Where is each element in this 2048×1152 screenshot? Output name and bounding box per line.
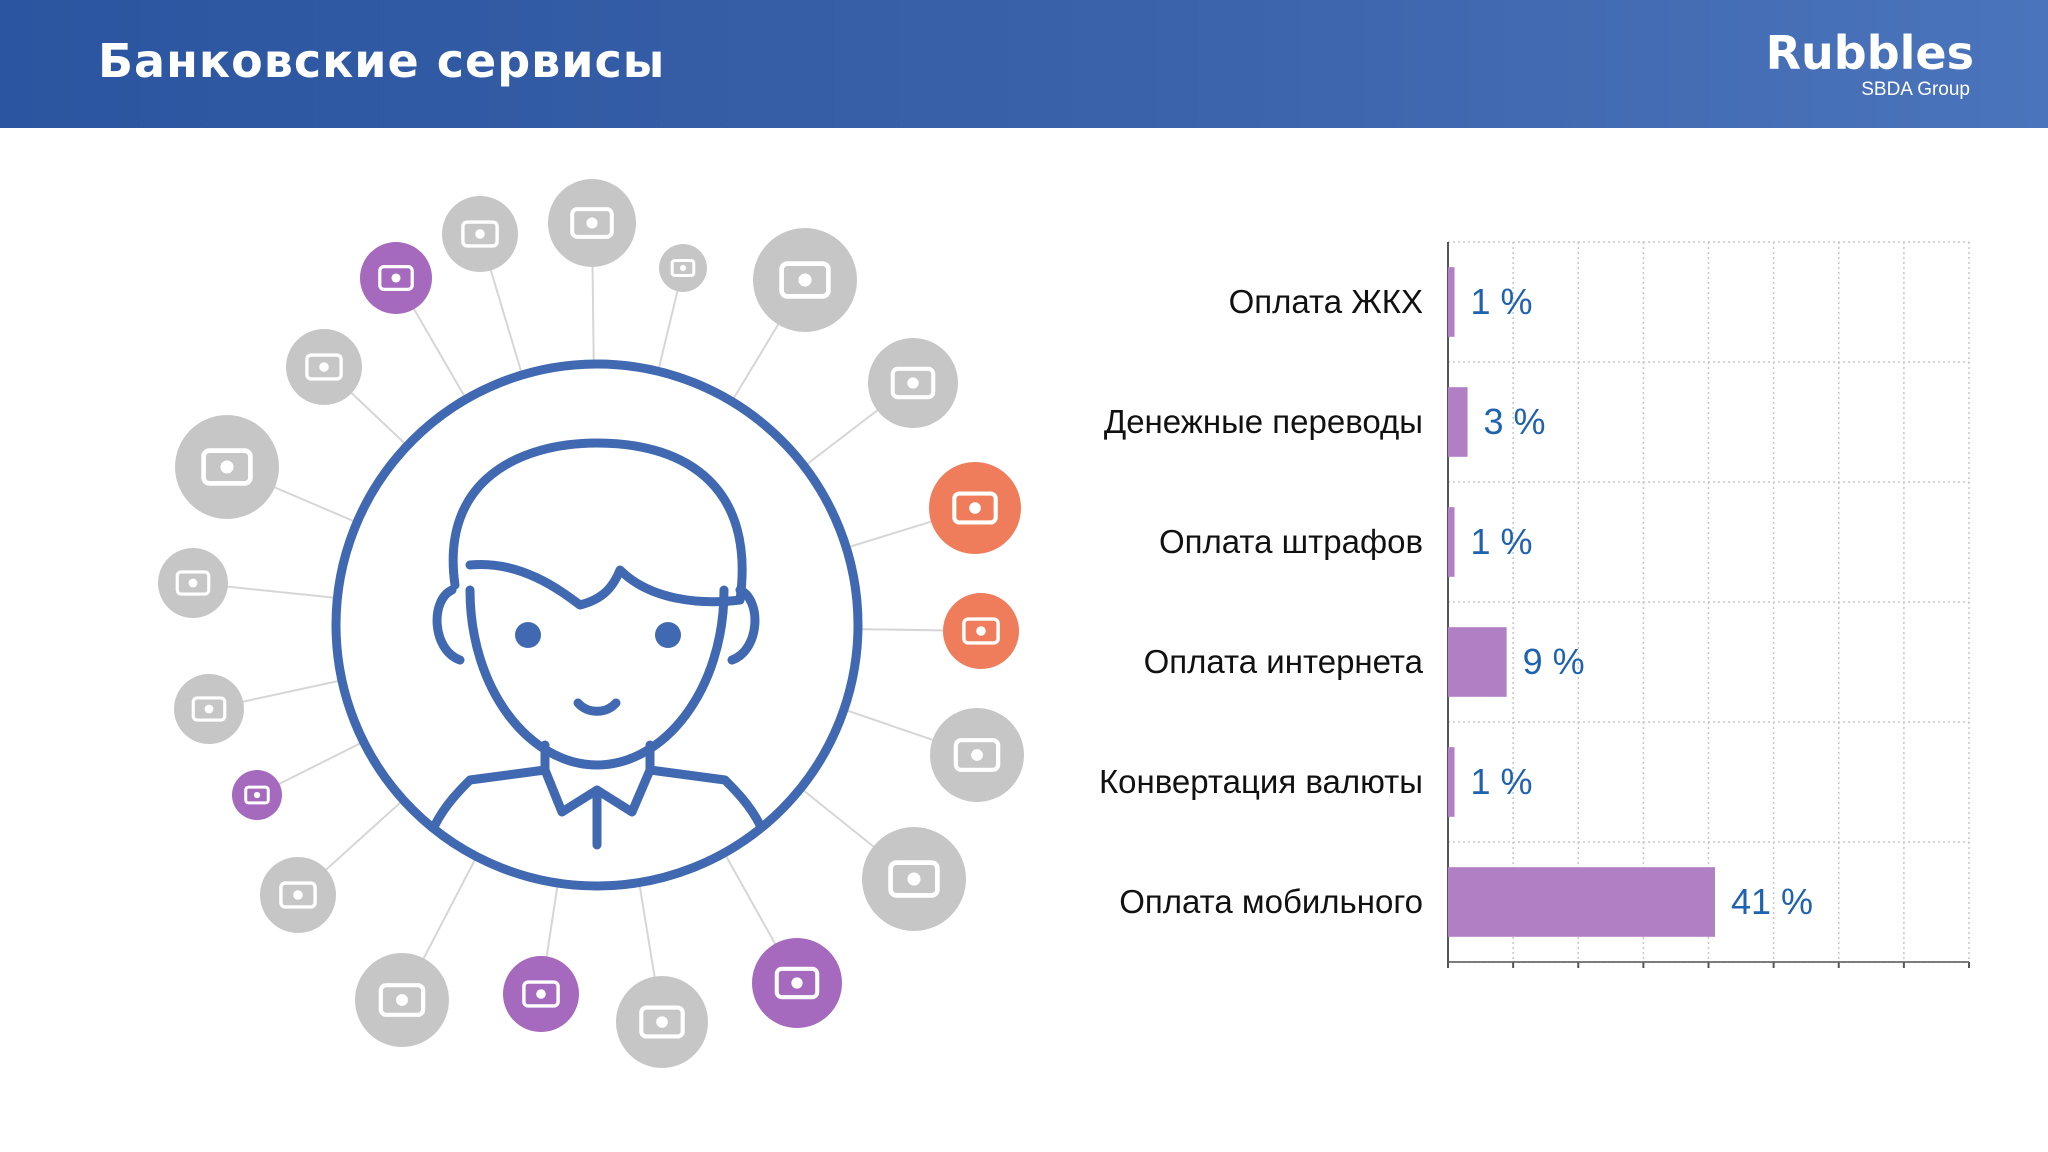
bar [1448, 867, 1716, 937]
atm-cash-icon [360, 242, 432, 314]
value-label: 1 % [1470, 521, 1533, 562]
avatar-ring [331, 359, 863, 891]
category-label: Оплата мобильного [1119, 883, 1423, 920]
services-illustration [158, 179, 1024, 1068]
left-ear [432, 585, 465, 665]
service-icons [158, 179, 1024, 1068]
fork-knife-icon [286, 329, 362, 405]
hair [448, 438, 747, 610]
category-label: Оплата ЖКХ [1228, 283, 1423, 320]
value-label: 3 % [1483, 401, 1546, 442]
value-label: 41 % [1731, 881, 1814, 922]
logo-subtitle: SBDA Group [1861, 79, 1970, 100]
dumbbell-icon [260, 857, 336, 933]
bar [1448, 387, 1468, 457]
camera-icon [616, 976, 708, 1068]
value-label: 9 % [1522, 641, 1585, 682]
music-icon [659, 244, 707, 292]
rubbles-logo: Rubbles SBDA Group [1766, 30, 1974, 102]
header-bar: Банковские сервисы Rubbles SBDA Group [0, 0, 2048, 128]
chart-grid [1447, 241, 1970, 968]
bar [1448, 627, 1507, 697]
beach-icon [868, 338, 958, 428]
left-eye [515, 622, 541, 648]
book-icon [929, 462, 1021, 554]
value-label: 1 % [1470, 761, 1533, 802]
chart-bars [1448, 267, 1716, 937]
value-label: 1 % [1470, 281, 1533, 322]
face-outline [465, 585, 729, 770]
car-icon [753, 228, 857, 332]
card-icon [943, 593, 1019, 669]
page-title: Банковские сервисы [98, 34, 666, 88]
person-avatar [331, 359, 863, 891]
logo-brand: Rubbles [1765, 26, 1974, 80]
right-ear [727, 585, 760, 665]
truck-icon [930, 708, 1024, 802]
category-label: Оплата штрафов [1158, 523, 1423, 560]
baby-icon [355, 953, 449, 1047]
left-shoulder [430, 740, 550, 830]
currency-exchange-icon [503, 956, 579, 1032]
category-label: Конвертация валюты [1098, 763, 1423, 800]
right-shoulder [645, 740, 765, 830]
bar [1448, 267, 1455, 337]
fridge-icon [158, 548, 228, 618]
barber-icon [442, 196, 518, 272]
airplane-icon [548, 179, 636, 267]
bar [1448, 747, 1455, 817]
gift-icon [175, 415, 279, 519]
smile [573, 698, 621, 716]
right-eye [655, 622, 681, 648]
bar [1448, 507, 1455, 577]
category-label: Оплата интернета [1143, 643, 1423, 680]
category-label: Денежные переводы [1103, 403, 1423, 440]
pill-icon [174, 674, 244, 744]
phone-icon [232, 770, 282, 820]
faucet-icon [752, 938, 842, 1028]
paint-roller-icon [862, 827, 966, 931]
